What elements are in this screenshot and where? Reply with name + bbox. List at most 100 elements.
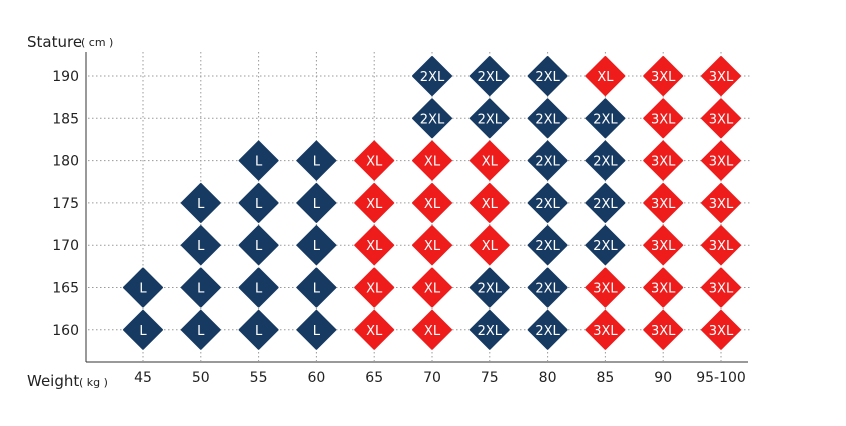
size-mark-label: 2XL [593, 155, 618, 170]
size-diamond [643, 140, 684, 181]
size-diamond [585, 309, 626, 350]
size-mark-label: 2XL [535, 197, 560, 212]
size-diamond [354, 267, 395, 308]
size-diamond [123, 309, 163, 350]
size-mark: 2XL [585, 225, 626, 266]
size-diamond [469, 309, 510, 350]
size-diamond [585, 267, 626, 308]
size-mark: 2XL [527, 98, 568, 139]
size-mark: 2XL [527, 56, 568, 96]
size-mark: 3XL [643, 56, 684, 96]
x-tick-label: 60 [307, 370, 325, 386]
size-diamond [585, 182, 626, 223]
size-mark-label: 3XL [709, 197, 734, 212]
size-mark: 3XL [643, 140, 684, 181]
size-mark: 3XL [643, 309, 684, 350]
size-mark: 2XL [412, 56, 452, 96]
size-diamond [527, 140, 568, 181]
size-mark: 2XL [527, 140, 568, 181]
x-tick-label: 95-100 [696, 370, 746, 386]
size-mark-label: L [313, 282, 321, 297]
size-mark: L [238, 182, 279, 223]
size-mark-label: 2XL [478, 112, 503, 127]
size-mark-label: L [313, 197, 321, 212]
size-diamond [238, 225, 279, 266]
size-mark: XL [469, 225, 510, 266]
size-mark: 3XL [701, 56, 741, 96]
size-mark-label: 2XL [593, 239, 618, 254]
size-mark: 3XL [585, 267, 626, 308]
size-diamond [643, 98, 684, 139]
size-mark-label: XL [424, 155, 441, 170]
size-mark-label: 3XL [709, 239, 734, 254]
size-mark-label: 2XL [535, 70, 560, 85]
size-mark: 2XL [527, 267, 568, 308]
x-tick-label: 80 [539, 370, 557, 386]
size-diamond [354, 182, 395, 223]
size-mark-label: XL [366, 239, 383, 254]
size-mark: L [180, 309, 221, 350]
size-mark-label: 3XL [651, 112, 676, 127]
size-diamond [701, 225, 741, 266]
size-mark: XL [585, 56, 626, 96]
size-mark: 2XL [469, 267, 510, 308]
size-diamond [412, 56, 452, 96]
size-diamond [180, 182, 221, 223]
size-diamond [469, 56, 510, 96]
size-mark: 2XL [527, 225, 568, 266]
size-diamond [469, 182, 510, 223]
size-mark: L [296, 225, 337, 266]
size-marks: 2XL 2XL 2XL XL 3XL 3XL 2XL 2XL 2XL 2XL 3XL 3XL L L XL X… [123, 56, 741, 350]
size-diamond [527, 182, 568, 223]
size-mark-label: XL [424, 197, 441, 212]
size-mark-label: XL [482, 239, 499, 254]
size-diamond [296, 267, 337, 308]
size-diamond [585, 98, 626, 139]
x-axis-title: Weight [27, 372, 79, 390]
size-mark-label: 3XL [651, 70, 676, 85]
size-mark-label: 2XL [420, 112, 445, 127]
size-mark: L [238, 309, 279, 350]
size-mark-label: L [255, 239, 263, 254]
size-mark-label: 2XL [535, 155, 560, 170]
size-mark-label: L [197, 324, 205, 339]
size-mark-label: 3XL [651, 324, 676, 339]
size-mark-label: L [313, 324, 321, 339]
size-mark-label: L [197, 197, 205, 212]
size-mark: L [180, 182, 221, 223]
size-diamond [469, 98, 510, 139]
size-mark-label: L [313, 155, 321, 170]
size-mark-label: 3XL [709, 155, 734, 170]
size-mark-label: 3XL [651, 239, 676, 254]
size-mark: 2XL [469, 98, 510, 139]
size-mark: L [238, 140, 279, 181]
size-mark: 3XL [643, 182, 684, 223]
x-tick-labels: 45 50 55 60 65 70 75 80 85 90 95-100 [134, 370, 746, 386]
size-diamond [527, 98, 568, 139]
size-diamond [643, 225, 684, 266]
size-diamond [643, 56, 684, 96]
size-diamond [469, 140, 510, 181]
size-mark-label: 2XL [535, 282, 560, 297]
x-tick-label: 55 [250, 370, 268, 386]
size-diamond [412, 140, 452, 181]
y-axis-unit: ( cm ) [81, 36, 113, 49]
size-mark-label: 2XL [478, 70, 503, 85]
size-mark: 2XL [527, 309, 568, 350]
size-diamond [412, 225, 452, 266]
size-mark-label: 2XL [593, 112, 618, 127]
size-diamond [701, 56, 741, 96]
size-mark-label: 2XL [535, 324, 560, 339]
size-mark-label: L [255, 324, 263, 339]
size-mark: XL [354, 267, 395, 308]
x-tick-label: 90 [654, 370, 672, 386]
size-mark: XL [354, 225, 395, 266]
size-mark-label: L [313, 239, 321, 254]
size-mark-label: 3XL [709, 324, 734, 339]
size-diamond [238, 309, 279, 350]
size-mark: XL [412, 267, 452, 308]
y-tick-label: 165 [52, 281, 79, 297]
size-mark-label: XL [424, 324, 441, 339]
size-mark: 3XL [701, 140, 741, 181]
size-mark-label: L [255, 197, 263, 212]
